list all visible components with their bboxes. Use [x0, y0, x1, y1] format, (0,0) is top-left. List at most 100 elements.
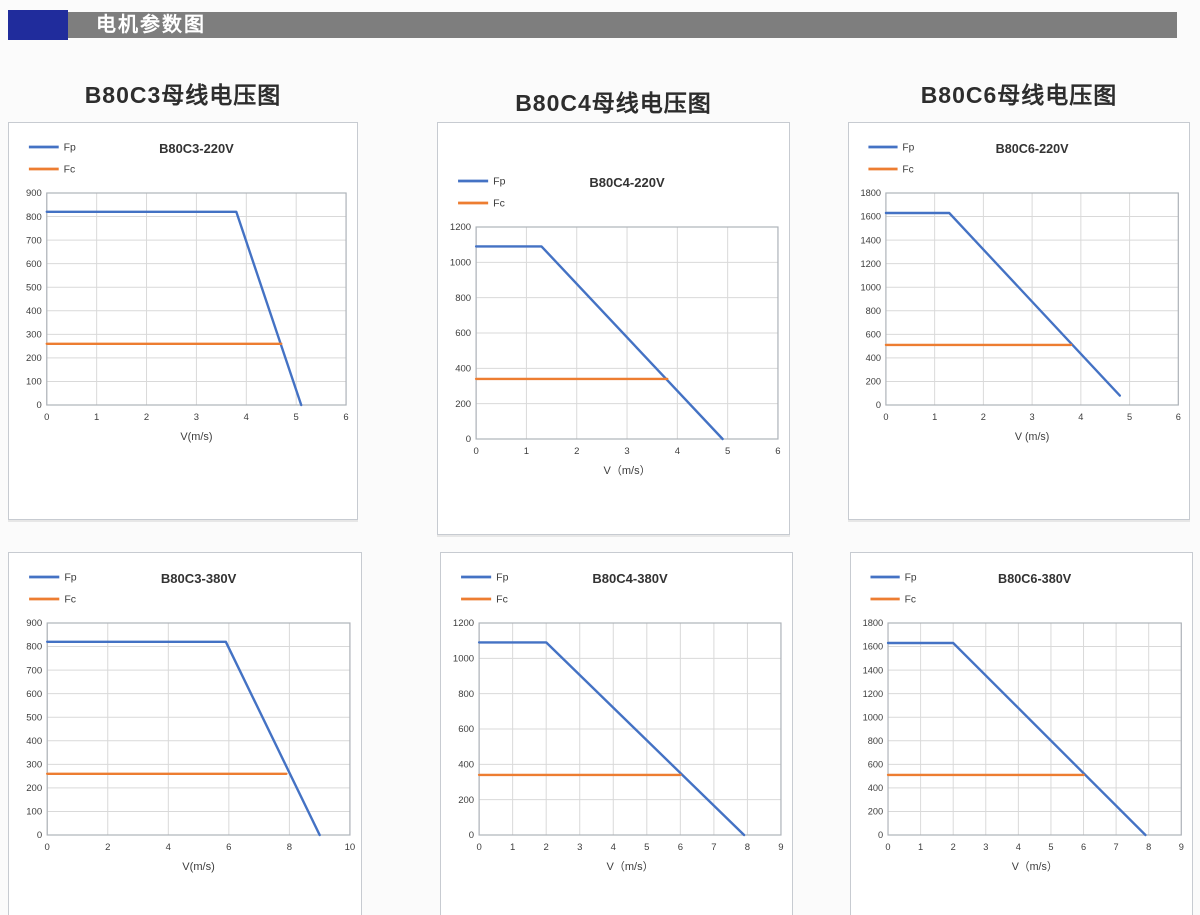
page-title: 电机参数图 [96, 14, 206, 36]
svg-text:B80C4-380V: B80C4-380V [592, 571, 668, 586]
svg-text:8: 8 [745, 842, 750, 853]
svg-text:Fp: Fp [905, 572, 917, 583]
svg-text:1: 1 [524, 446, 529, 457]
line-chart-b80c3-220v: 0 100 200 300 400 500 600 700 800 900 0 1 2 3 4 5 6 V(m/s… [26, 141, 349, 443]
chart-panel-b80c4-220v: 0 200 400 600 800 1000 1200 0 1 2 3 4 5 6 V（m/s） B80C4-… [437, 122, 790, 535]
line-chart-b80c4-380v: 0 200 400 600 800 1000 1200 0 1 2 3 4 5 6 7 8 9 V（m/s） B80… [453, 571, 784, 873]
svg-text:3: 3 [624, 446, 629, 457]
svg-text:1400: 1400 [861, 235, 882, 245]
svg-text:7: 7 [1114, 842, 1119, 852]
svg-text:8: 8 [287, 842, 292, 853]
svg-text:800: 800 [868, 736, 883, 746]
svg-text:Fc: Fc [905, 594, 916, 605]
svg-text:600: 600 [868, 759, 883, 769]
svg-text:6: 6 [226, 842, 231, 853]
line-chart-b80c4-220v: 0 200 400 600 800 1000 1200 0 1 2 3 4 5 6 V（m/s） B80C4-… [450, 175, 781, 477]
svg-text:600: 600 [866, 329, 881, 339]
svg-text:2: 2 [951, 842, 956, 852]
svg-text:3: 3 [1030, 412, 1035, 422]
svg-text:5: 5 [1048, 842, 1053, 852]
svg-text:4: 4 [1078, 412, 1083, 422]
svg-text:4: 4 [166, 842, 172, 853]
svg-text:900: 900 [26, 618, 42, 629]
svg-text:B80C6-220V: B80C6-220V [996, 141, 1069, 156]
svg-text:3: 3 [194, 412, 199, 423]
svg-text:0: 0 [469, 830, 474, 841]
svg-text:B80C4-220V: B80C4-220V [589, 175, 665, 190]
svg-text:1000: 1000 [863, 712, 884, 722]
svg-text:2: 2 [574, 446, 579, 457]
svg-text:Fc: Fc [64, 165, 76, 176]
svg-text:6: 6 [343, 412, 348, 423]
svg-text:6: 6 [678, 842, 683, 853]
header-bar: 电机参数图 [68, 12, 1177, 38]
svg-text:Fp: Fp [496, 572, 508, 584]
chart-panel-b80c4-380v: 0 200 400 600 800 1000 1200 0 1 2 3 4 5 6 7 8 9 V（m/s） B80… [440, 552, 793, 915]
svg-text:500: 500 [26, 282, 42, 293]
line-chart-b80c6-380v: 0 200 400 600 800 1000 1200 1400 1600 1800 0 1 2 3 4 5 6… [863, 571, 1184, 873]
svg-text:B80C3-220V: B80C3-220V [159, 141, 234, 156]
svg-text:4: 4 [611, 842, 616, 853]
svg-text:5: 5 [1127, 412, 1132, 422]
svg-text:100: 100 [26, 807, 42, 818]
svg-text:6: 6 [775, 446, 780, 457]
svg-text:V(m/s): V(m/s) [182, 861, 215, 873]
chart-heading-b80c3: B80C3母线电压图 [84, 82, 282, 108]
svg-text:800: 800 [866, 306, 881, 316]
svg-text:600: 600 [26, 259, 42, 270]
svg-text:4: 4 [1016, 842, 1021, 852]
svg-text:1: 1 [94, 412, 99, 423]
svg-text:300: 300 [26, 330, 42, 341]
svg-text:200: 200 [26, 353, 42, 364]
svg-text:2: 2 [105, 842, 110, 853]
svg-text:1200: 1200 [453, 618, 474, 629]
svg-text:200: 200 [458, 795, 474, 806]
svg-text:800: 800 [26, 212, 42, 223]
svg-text:Fp: Fp [64, 143, 76, 154]
svg-text:600: 600 [26, 689, 42, 700]
svg-text:1000: 1000 [450, 258, 471, 269]
svg-text:100: 100 [26, 377, 42, 388]
svg-text:Fp: Fp [64, 572, 76, 584]
svg-text:800: 800 [26, 642, 42, 653]
svg-text:Fc: Fc [64, 594, 76, 606]
svg-text:300: 300 [26, 760, 42, 771]
svg-text:700: 700 [26, 665, 42, 676]
svg-text:5: 5 [644, 842, 649, 853]
chart-heading-b80c4: B80C4母线电压图 [515, 90, 712, 116]
svg-text:Fp: Fp [493, 176, 505, 188]
svg-text:3: 3 [983, 842, 988, 852]
svg-text:8: 8 [1146, 842, 1151, 852]
svg-text:400: 400 [26, 306, 42, 317]
svg-text:5: 5 [294, 412, 299, 423]
svg-text:1600: 1600 [863, 642, 884, 652]
svg-text:4: 4 [244, 412, 249, 423]
svg-text:6: 6 [1176, 412, 1181, 422]
svg-text:400: 400 [868, 783, 883, 793]
svg-text:3: 3 [577, 842, 582, 853]
svg-text:5: 5 [725, 446, 730, 457]
svg-text:0: 0 [885, 842, 890, 852]
svg-text:1000: 1000 [861, 282, 882, 292]
svg-text:1800: 1800 [861, 188, 882, 198]
svg-text:600: 600 [458, 724, 474, 735]
svg-text:400: 400 [26, 736, 42, 747]
line-chart-b80c3-380v: 0 100 200 300 400 500 600 700 800 900 0 2 4 6 8 10 V(m/s… [26, 571, 355, 873]
svg-text:Fp: Fp [902, 142, 914, 153]
svg-text:800: 800 [458, 689, 474, 700]
svg-text:200: 200 [455, 399, 471, 410]
svg-text:V(m/s): V(m/s) [180, 431, 212, 443]
svg-text:0: 0 [466, 434, 471, 445]
svg-text:1600: 1600 [861, 212, 882, 222]
chart-heading-b80c6: B80C6母线电压图 [920, 82, 1118, 108]
svg-text:B80C6-380V: B80C6-380V [998, 571, 1072, 586]
chart-panel-b80c6-380v: 0 200 400 600 800 1000 1200 1400 1600 1800 0 1 2 3 4 5 6… [850, 552, 1193, 915]
svg-text:0: 0 [37, 400, 42, 411]
svg-text:0: 0 [476, 842, 481, 853]
svg-text:7: 7 [711, 842, 716, 853]
svg-text:0: 0 [44, 412, 49, 423]
svg-text:9: 9 [778, 842, 783, 853]
svg-text:V（m/s）: V（m/s） [1012, 860, 1058, 873]
svg-text:1000: 1000 [453, 654, 474, 665]
